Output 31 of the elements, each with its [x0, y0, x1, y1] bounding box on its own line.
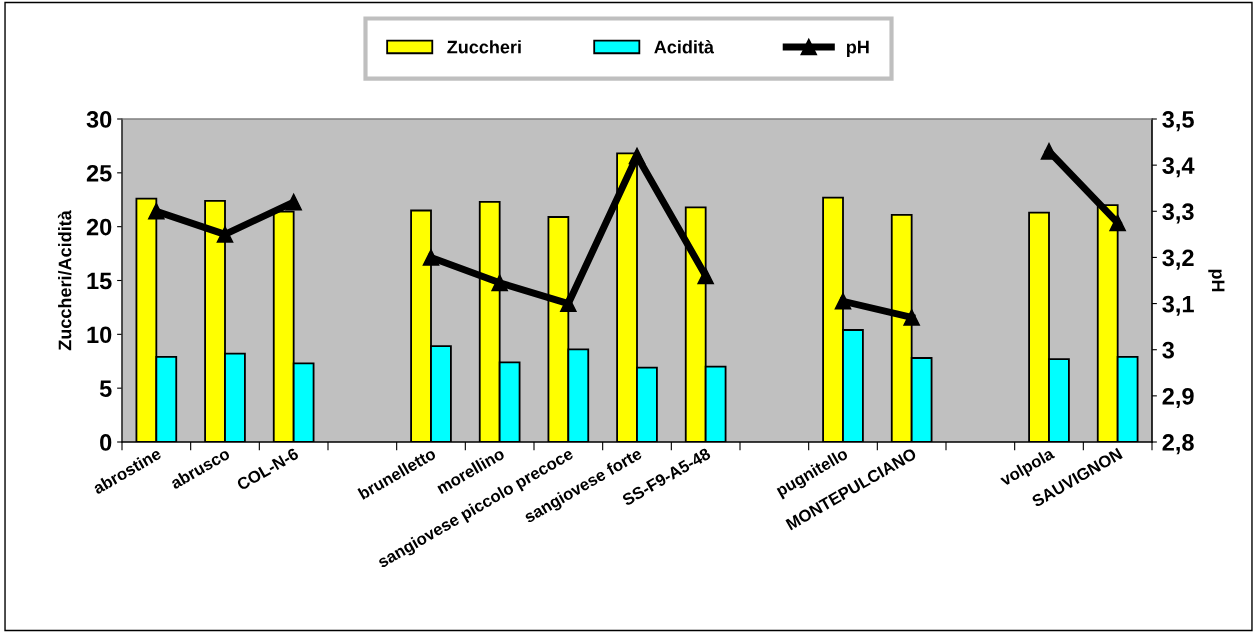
- point: [697, 267, 715, 285]
- y-tick-label: 5: [99, 380, 112, 397]
- y2-tick-label: 3: [1162, 341, 1174, 359]
- y2-tick-label: 2,9: [1162, 387, 1194, 409]
- y2-axis-title: pH: [1208, 269, 1225, 292]
- point: [559, 295, 577, 312]
- point: [422, 249, 440, 266]
- point: [903, 309, 921, 326]
- y2-tick-label: 3,2: [1162, 249, 1194, 270]
- y2-tick-label: 3,5: [1162, 111, 1194, 132]
- legend-label: Acidità: [654, 40, 715, 54]
- y-tick-label: 20: [86, 218, 112, 236]
- y-tick-label: 15: [87, 272, 112, 290]
- point: [1109, 214, 1127, 232]
- point: [834, 292, 852, 310]
- y-tick-label: 0: [100, 434, 112, 451]
- point: [491, 274, 509, 292]
- point: [628, 147, 646, 165]
- legend-label: pH: [846, 40, 869, 58]
- point: [147, 202, 165, 220]
- y2-tick-label: 3,3: [1162, 203, 1194, 224]
- legend-label: Zuccheri: [447, 40, 521, 54]
- y-tick-label: 30: [86, 111, 112, 128]
- y-tick-label: 10: [87, 326, 112, 344]
- point: [216, 226, 234, 243]
- y-tick-label: 25: [86, 164, 112, 182]
- y2-tick-label: 3,1: [1162, 295, 1194, 316]
- y2-tick-label: 2,8: [1162, 434, 1194, 455]
- y-axis-title: Zuccheri/Acidità: [57, 210, 72, 351]
- point: [285, 193, 303, 211]
- y2-tick-label: 3,4: [1162, 157, 1195, 178]
